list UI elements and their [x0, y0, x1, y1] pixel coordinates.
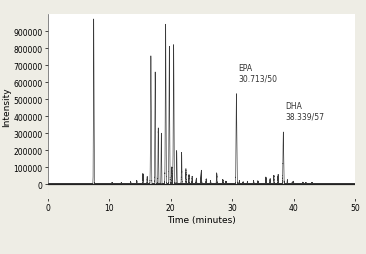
Text: EPA
30.713/50: EPA 30.713/50 [238, 64, 277, 83]
Text: DHA
38.339/57: DHA 38.339/57 [285, 102, 324, 121]
Y-axis label: Intensity: Intensity [2, 87, 11, 126]
X-axis label: Time (minutes): Time (minutes) [167, 215, 236, 224]
